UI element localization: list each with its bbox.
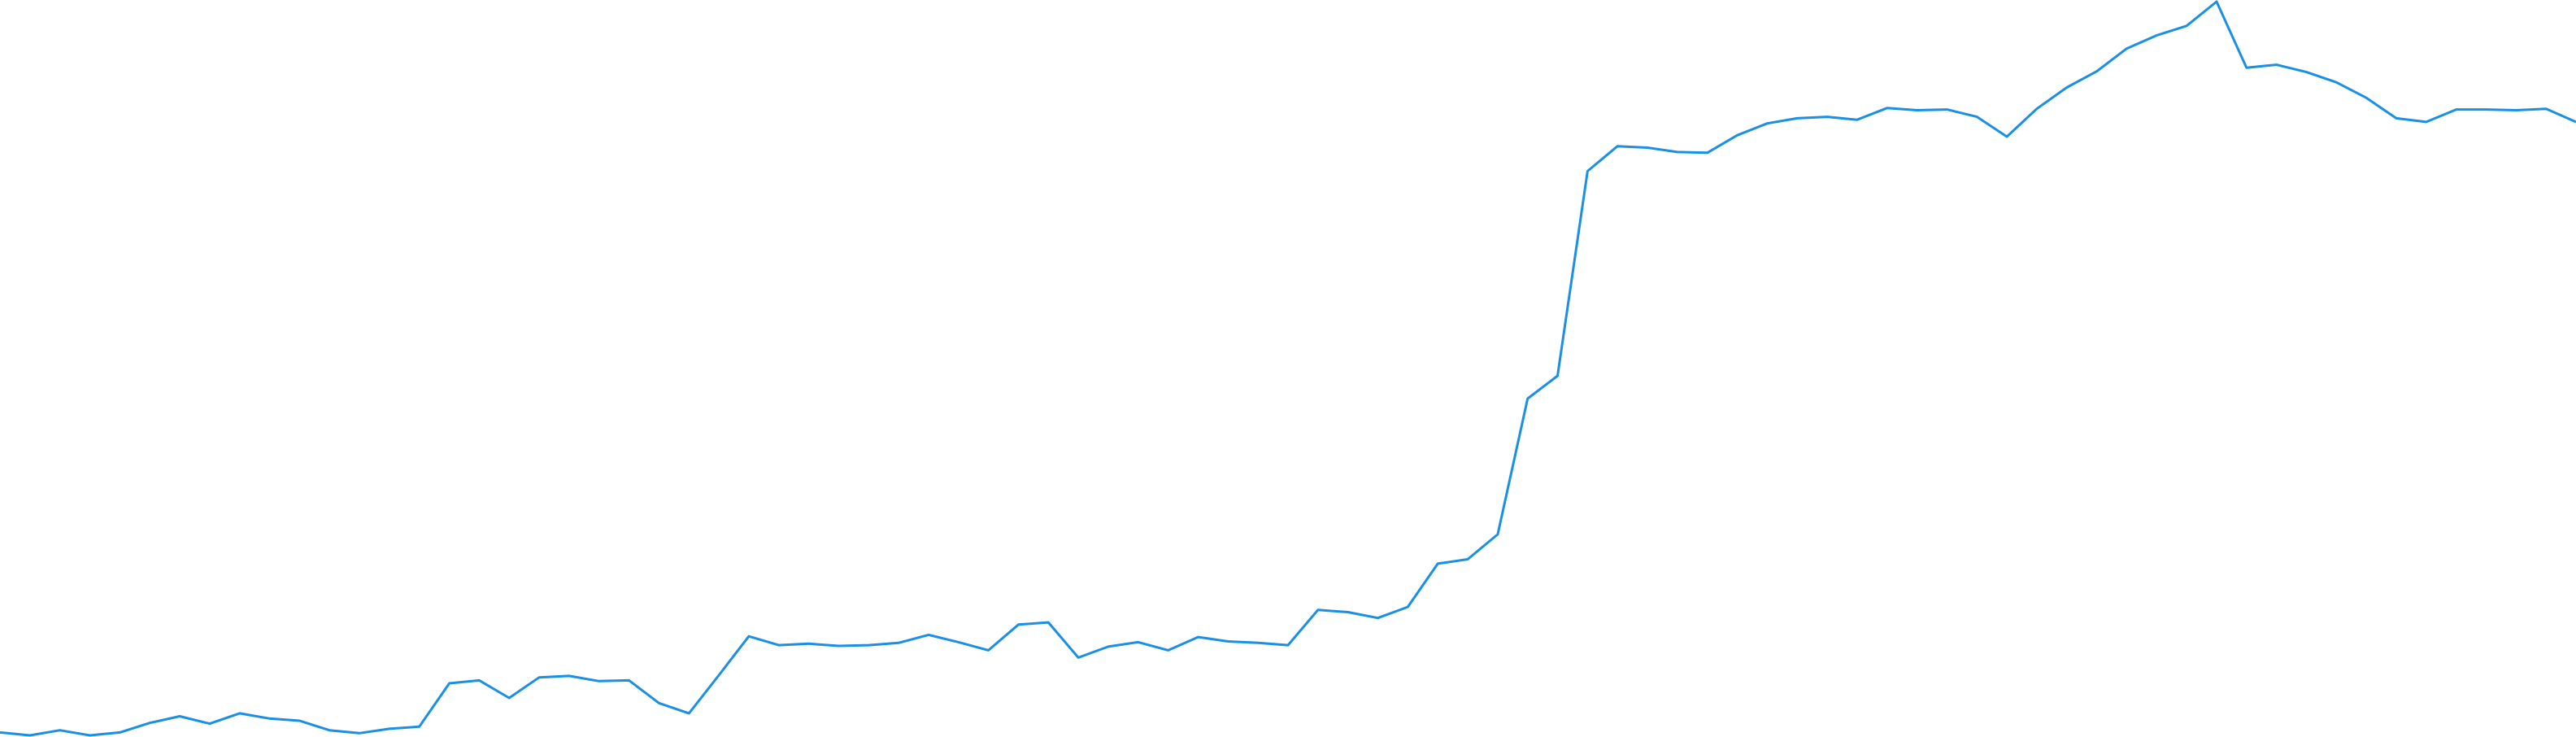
line-chart [0,0,2576,737]
chart-canvas [0,0,2576,737]
series-layer [0,0,2576,737]
series-line-1 [0,0,2576,737]
